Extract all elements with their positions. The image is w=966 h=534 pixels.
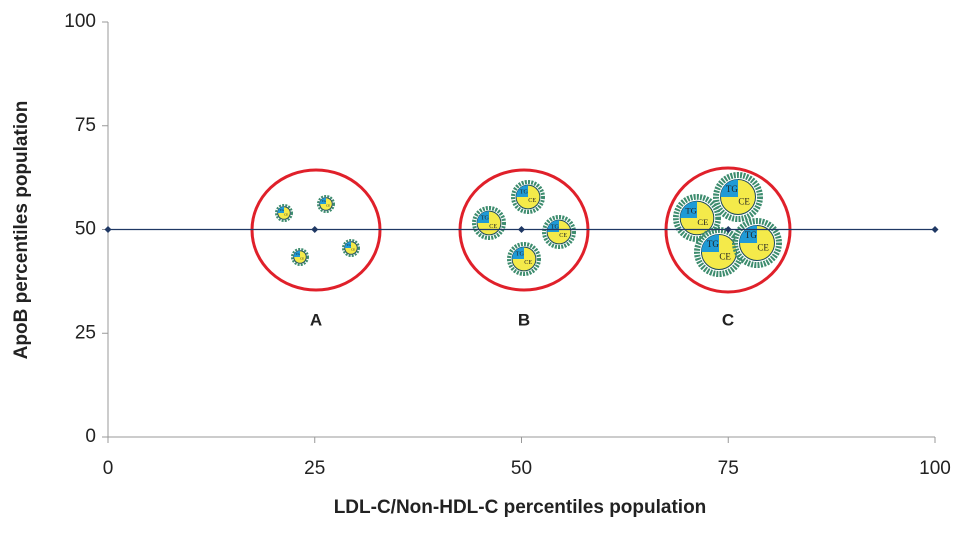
y-tick-label: 75 (75, 115, 96, 136)
annotation: A (310, 310, 322, 329)
particle-label: TG (322, 199, 327, 203)
particle: TG CE (509, 244, 539, 274)
y-tick-label: 25 (75, 322, 96, 343)
particle-label: TG (347, 243, 352, 247)
particle-label: TG (745, 230, 757, 240)
particle-label: TG (481, 216, 490, 222)
particle-label: CE (559, 233, 567, 239)
y-axis-title: ApoB percentiles population (11, 101, 32, 360)
particle-label: CE (284, 213, 288, 217)
particle-label: TG (516, 252, 525, 258)
x-axis-title: LDL-C/Non-HDL-C percentiles population (334, 497, 707, 518)
particle-label: CE (757, 242, 769, 252)
particle-label: CE (719, 251, 731, 261)
chart: LDL-C/Non-HDL-C percentiles population A… (0, 0, 966, 529)
x-tick-label: 25 (304, 458, 325, 479)
particle-label: CE (326, 204, 330, 208)
particle-label: CE (697, 217, 708, 227)
x-tick-label: 100 (919, 458, 951, 479)
particle-label: TG (726, 184, 738, 194)
y-tick-label: 50 (75, 219, 96, 240)
point (518, 226, 525, 233)
particle-label: TG (707, 239, 719, 249)
particle-label: CE (528, 198, 536, 204)
particle-label: TG (685, 205, 697, 215)
particle-label: CE (351, 248, 355, 252)
particle-label: CE (524, 260, 532, 266)
particle-label: TG (520, 190, 529, 196)
particle-label: CE (300, 257, 304, 261)
point (105, 226, 112, 233)
particle-label: CE (738, 196, 750, 206)
annotation: C (722, 310, 734, 329)
x-tick-label: 50 (511, 458, 532, 479)
particle-label: TG (280, 208, 285, 212)
y-tick-label: 0 (85, 426, 96, 447)
particle-label: TG (296, 252, 301, 256)
y-tick-label: 100 (64, 11, 96, 32)
point (932, 226, 939, 233)
particle: TG CE (513, 182, 543, 212)
x-tick-label: 0 (103, 458, 114, 479)
annotation: B (518, 310, 530, 329)
point (311, 226, 318, 233)
x-tick-label: 75 (718, 458, 739, 479)
